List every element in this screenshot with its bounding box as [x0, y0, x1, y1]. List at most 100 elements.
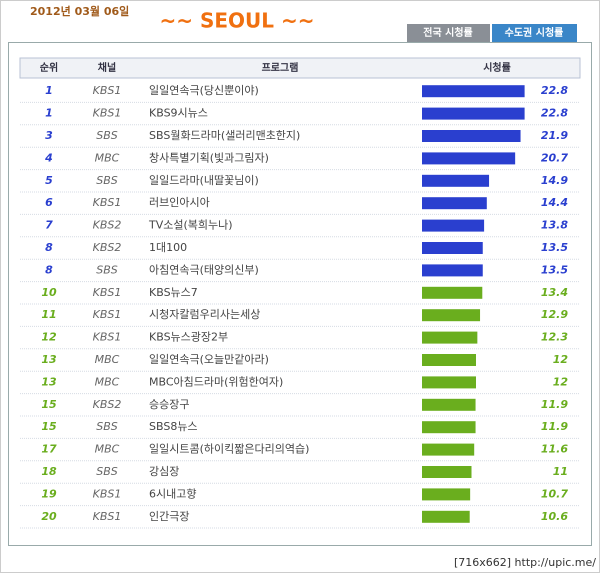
- title: ~~ SEOUL ~~: [159, 9, 314, 33]
- rating: 14.4: [541, 196, 568, 209]
- bar: [422, 354, 476, 366]
- rating: 13.8: [541, 219, 568, 232]
- bar: [422, 398, 476, 411]
- bar: [422, 309, 481, 322]
- bar: [422, 331, 478, 344]
- bar: [422, 130, 521, 142]
- rank: 19: [41, 487, 57, 500]
- rating: 11.9: [541, 420, 568, 433]
- bar: [422, 286, 483, 299]
- rank: 8: [45, 241, 53, 254]
- channel: SBS: [96, 420, 118, 433]
- bar: [422, 152, 516, 165]
- column-header: 채널: [98, 61, 116, 74]
- channel: KBS1: [93, 196, 122, 209]
- program: 일일연속극(당신뿐이야): [149, 83, 259, 97]
- rank: 13: [41, 353, 57, 366]
- rating: 11.6: [541, 443, 568, 456]
- column-header: 프로그램: [262, 62, 299, 74]
- bar: [422, 376, 476, 389]
- rank: 20: [41, 510, 57, 523]
- channel: KBS2: [93, 219, 122, 232]
- channel: KBS1: [93, 308, 122, 321]
- rank: 4: [44, 151, 53, 164]
- panel: [8, 42, 592, 546]
- program: SBS8뉴스: [149, 420, 198, 433]
- channel: SBS: [96, 174, 118, 187]
- program: 강심장: [149, 465, 179, 478]
- rank: 13: [41, 375, 57, 388]
- rank: 6: [45, 196, 53, 209]
- rating: 13.4: [541, 286, 568, 299]
- rank: 3: [45, 129, 53, 142]
- program: 6시내고향: [149, 487, 196, 500]
- rating: 22.8: [541, 84, 568, 97]
- channel: SBS: [96, 263, 118, 276]
- tab-label[interactable]: 전국 시청률: [423, 26, 472, 39]
- rating: 12.3: [541, 331, 568, 344]
- rating: 10.7: [541, 487, 568, 500]
- rank: 15: [41, 420, 57, 433]
- rating: 12: [553, 375, 569, 388]
- bar: [422, 443, 475, 456]
- bar: [422, 174, 490, 187]
- program: 일일드라마(내딸꽃님이): [149, 173, 259, 187]
- rating: 12: [553, 353, 569, 366]
- rank: 12: [41, 331, 57, 344]
- program: KBS뉴스7: [149, 286, 198, 299]
- channel: KBS1: [93, 107, 122, 120]
- channel: KBS1: [93, 510, 122, 523]
- column-header: 시청률: [483, 61, 511, 74]
- program: 아침연속극(태양의신부): [149, 263, 259, 276]
- rating: 14.9: [541, 174, 568, 187]
- rating: 12.9: [541, 308, 568, 321]
- rating: 22.8: [541, 107, 568, 120]
- program: 인간극장: [149, 510, 189, 523]
- rating: 11: [553, 465, 568, 478]
- tab[interactable]: [407, 24, 490, 42]
- program: KBS9시뉴스: [149, 107, 208, 120]
- bar: [422, 421, 476, 434]
- program: MBC아침드라마(위험한여자): [149, 375, 283, 388]
- program: KBS뉴스광장2부: [149, 331, 228, 344]
- rank: 18: [41, 465, 57, 478]
- rank: 10: [41, 286, 57, 299]
- rank: 8: [45, 263, 53, 276]
- tab[interactable]: [492, 24, 577, 42]
- rating: 13.5: [541, 241, 568, 254]
- channel: KBS1: [93, 84, 122, 97]
- column-header: 순위: [40, 61, 58, 74]
- program: TV소설(복희누나): [148, 219, 233, 232]
- program: SBS월화드라마(샐러리맨초한지): [149, 129, 300, 142]
- bar: [422, 264, 483, 277]
- bar: [422, 242, 483, 254]
- channel: SBS: [96, 129, 118, 142]
- rating: 11.9: [541, 398, 568, 411]
- rank: 15: [41, 398, 57, 411]
- rank: 1: [45, 107, 53, 120]
- bar: [422, 197, 487, 210]
- channel: KBS1: [93, 286, 122, 299]
- rating: 21.9: [541, 129, 568, 142]
- bar: [422, 85, 525, 98]
- program: 창사특별기획(빛과그림자): [149, 151, 269, 164]
- channel: MBC: [95, 353, 120, 366]
- program: 시청자칼럼우리사는세상: [149, 308, 260, 321]
- bar: [422, 466, 472, 478]
- date: 2012년 03월 06일: [30, 4, 129, 18]
- tab-label[interactable]: 수도권 시청률: [505, 26, 564, 39]
- channel: SBS: [96, 465, 118, 478]
- channel: MBC: [95, 443, 120, 456]
- rank: 17: [41, 443, 57, 456]
- rank: 5: [45, 174, 53, 187]
- channel: KBS2: [93, 241, 122, 254]
- rank: 1: [45, 84, 53, 97]
- rating: 10.6: [541, 510, 568, 523]
- program: 일일시트콤(하이킥짧은다리의역습): [149, 442, 309, 456]
- program: 1대100: [149, 241, 187, 254]
- channel: MBC: [95, 375, 120, 388]
- bar: [422, 107, 525, 120]
- rank: 11: [41, 308, 56, 321]
- channel: MBC: [95, 151, 120, 164]
